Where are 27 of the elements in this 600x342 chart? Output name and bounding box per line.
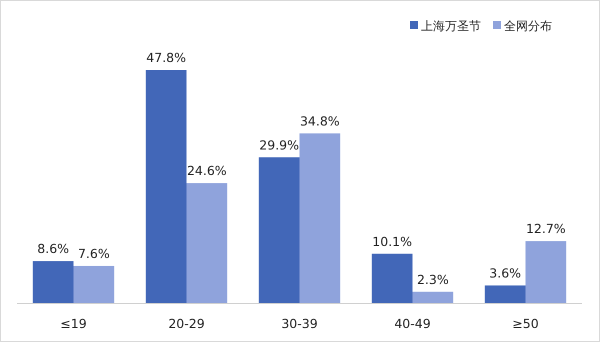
data-label: 34.8% — [300, 113, 340, 128]
bar — [186, 183, 228, 303]
data-label: 8.6% — [37, 241, 70, 256]
data-label: 12.7% — [526, 221, 566, 236]
legend-label: 上海万圣节 — [421, 19, 481, 33]
x-tick-label: ≥50 — [512, 316, 539, 331]
x-tick-label: 20-29 — [168, 316, 205, 331]
bar — [32, 261, 74, 303]
bar — [526, 241, 566, 303]
x-tick-label: ≤19 — [60, 316, 87, 331]
data-label: 24.6% — [186, 163, 227, 178]
bar — [300, 133, 340, 303]
data-label: 10.1% — [372, 234, 412, 249]
bar — [484, 285, 526, 303]
data-label: 29.9% — [259, 137, 300, 152]
bar — [372, 254, 412, 303]
data-label: 7.6% — [78, 246, 110, 261]
bar — [258, 157, 300, 303]
data-label: 47.8% — [146, 50, 186, 65]
legend-label: 全网分布 — [504, 19, 552, 33]
bar — [146, 70, 186, 303]
x-tick-label: 40-49 — [394, 316, 431, 331]
bar — [74, 266, 114, 303]
x-tick-label: 30-39 — [281, 316, 318, 331]
bar — [412, 292, 454, 303]
data-label: 2.3% — [416, 272, 449, 287]
data-label: 3.6% — [489, 265, 522, 280]
